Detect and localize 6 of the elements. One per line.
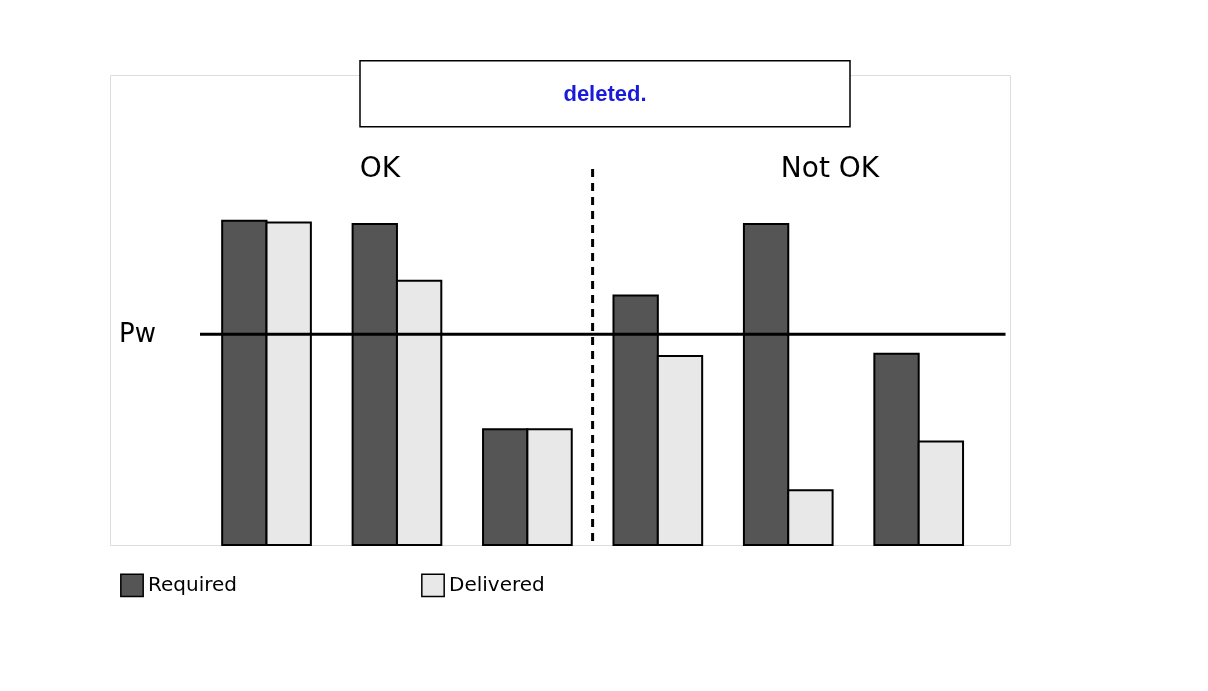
text: Not OK — [780, 151, 880, 184]
text: OK — [359, 151, 401, 184]
legend-label: Delivered — [449, 572, 545, 597]
legend-label: Required — [148, 572, 238, 597]
text: deleted. — [563, 80, 647, 106]
ref-line-label: Pw — [119, 318, 156, 349]
